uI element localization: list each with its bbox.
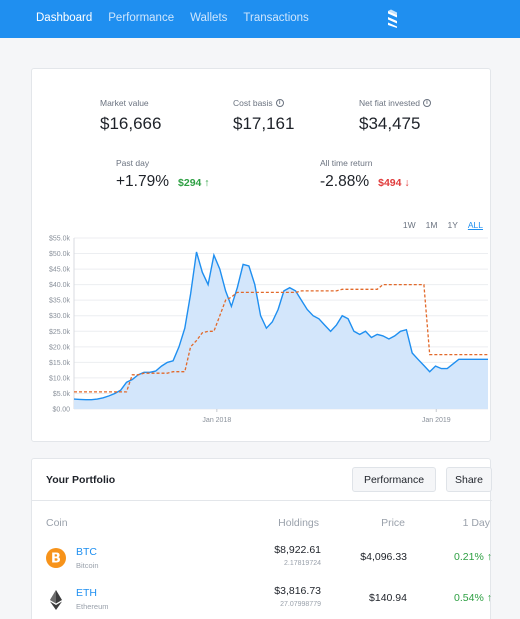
arrow-up-icon: ↑ <box>486 551 492 563</box>
past-day-pct: +1.79% <box>116 173 170 190</box>
past-day-change: +1.79% $294 ↑ <box>116 173 210 191</box>
arrow-down-icon: ↓ <box>404 177 410 189</box>
y-tick-label: $15.0k <box>49 360 71 367</box>
portfolio-title: Your Portfolio <box>46 474 116 486</box>
market-value-label: Market value <box>100 98 149 108</box>
net-fiat-stat: Net fiat invested i $34,475 <box>359 98 431 134</box>
info-icon[interactable]: i <box>275 99 284 107</box>
x-tick-label: Jan 2019 <box>422 417 451 424</box>
nav-performance[interactable]: Performance <box>108 12 175 24</box>
col-price: Price <box>381 517 405 529</box>
y-tick-label: $30.0k <box>49 313 71 320</box>
y-tick-label: $55.0k <box>49 236 71 243</box>
cost-basis-label: Cost basis <box>233 98 273 108</box>
market-value-area <box>74 252 488 409</box>
top-nav-bar: Dashboard Performance Wallets Transactio… <box>0 0 520 38</box>
holdings-qty: 27.07998779 <box>280 601 321 608</box>
y-tick-label: $35.0k <box>49 298 71 305</box>
past-day-label: Past day <box>116 158 150 168</box>
all-time-change: -2.88% $494 ↓ <box>320 173 410 191</box>
market-value-stat: Market value $16,666 <box>100 98 161 134</box>
holdings-value: $3,816.73 <box>274 585 321 597</box>
coin-symbol[interactable]: BTC <box>76 546 97 558</box>
range-1y[interactable]: 1Y <box>447 220 458 230</box>
net-fiat-value: $34,475 <box>359 114 421 133</box>
range-all[interactable]: ALL <box>467 220 483 230</box>
range-1m[interactable]: 1M <box>425 220 438 230</box>
portfolio-card: Your Portfolio Performance Share Coin Ho… <box>31 458 492 619</box>
app-logo-icon[interactable] <box>386 9 400 29</box>
past-day-amount: $294 <box>178 177 202 189</box>
all-time-amount: $494 <box>378 177 402 189</box>
cost-basis-value: $17,161 <box>233 114 295 133</box>
coin-name: Ethereum <box>76 602 109 611</box>
all-time-label: All time return <box>320 158 373 168</box>
y-tick-label: $25.0k <box>49 329 71 336</box>
table-row[interactable]: ETH Ethereum $3,816.73 27.07998779 $140.… <box>32 583 492 619</box>
cost-basis-stat: Cost basis i $17,161 <box>233 98 294 134</box>
svg-text:B: B <box>51 552 61 567</box>
performance-button[interactable]: Performance <box>352 467 436 492</box>
net-fiat-label: Net fiat invested <box>359 98 420 108</box>
range-selector: 1W 1M 1Y ALL <box>403 220 483 230</box>
coin-symbol[interactable]: ETH <box>76 587 97 599</box>
info-icon[interactable]: i <box>422 99 431 107</box>
y-tick-label: $5.0k <box>53 391 71 398</box>
coin-name: Bitcoin <box>76 561 99 570</box>
col-1-day: 1 Day <box>462 517 490 529</box>
table-row[interactable]: B BTC Bitcoin $8,922.61 2.17819724 $4,09… <box>32 542 492 578</box>
y-tick-label: $10.0k <box>49 375 71 382</box>
y-tick-label: $45.0k <box>49 267 71 274</box>
bitcoin-icon: B <box>46 548 66 568</box>
cost-basis-line <box>74 283 488 393</box>
nav-wallets[interactable]: Wallets <box>190 12 228 24</box>
holdings-value: $8,922.61 <box>274 544 321 556</box>
range-1w[interactable]: 1W <box>402 220 416 230</box>
nav-transactions[interactable]: Transactions <box>243 12 309 24</box>
day-change: 0.21% <box>454 551 484 563</box>
coin-price: $140.94 <box>369 592 407 604</box>
day-change: 0.54% <box>454 592 484 604</box>
ethereum-icon <box>50 590 62 610</box>
all-time-pct: -2.88% <box>320 173 370 190</box>
col-holdings: Holdings <box>278 517 319 529</box>
y-tick-label: $0.00 <box>52 407 70 414</box>
coin-price: $4,096.33 <box>360 551 407 563</box>
y-tick-label: $20.0k <box>49 344 71 351</box>
summary-card: Market value $16,666 Cost basis i $17,16… <box>31 68 491 442</box>
portfolio-header: Your Portfolio Performance Share <box>32 459 492 501</box>
x-tick-label: Jan 2018 <box>202 417 231 424</box>
col-coin: Coin <box>46 517 68 529</box>
nav-menu: Dashboard Performance Wallets Transactio… <box>36 12 309 24</box>
portfolio-value-chart[interactable]: $55.0k $50.0k $45.0k $40.0k $35.0k $30.0k $25.… <box>32 231 492 431</box>
y-tick-label: $50.0k <box>49 251 71 258</box>
holdings-qty: 2.17819724 <box>284 560 321 567</box>
arrow-up-icon: ↑ <box>204 177 210 189</box>
market-value-line <box>73 251 488 401</box>
y-tick-label: $40.0k <box>49 282 71 289</box>
market-value: $16,666 <box>100 114 162 133</box>
arrow-up-icon: ↑ <box>486 592 492 604</box>
share-button[interactable]: Share <box>446 467 492 492</box>
nav-dashboard[interactable]: Dashboard <box>36 12 93 24</box>
